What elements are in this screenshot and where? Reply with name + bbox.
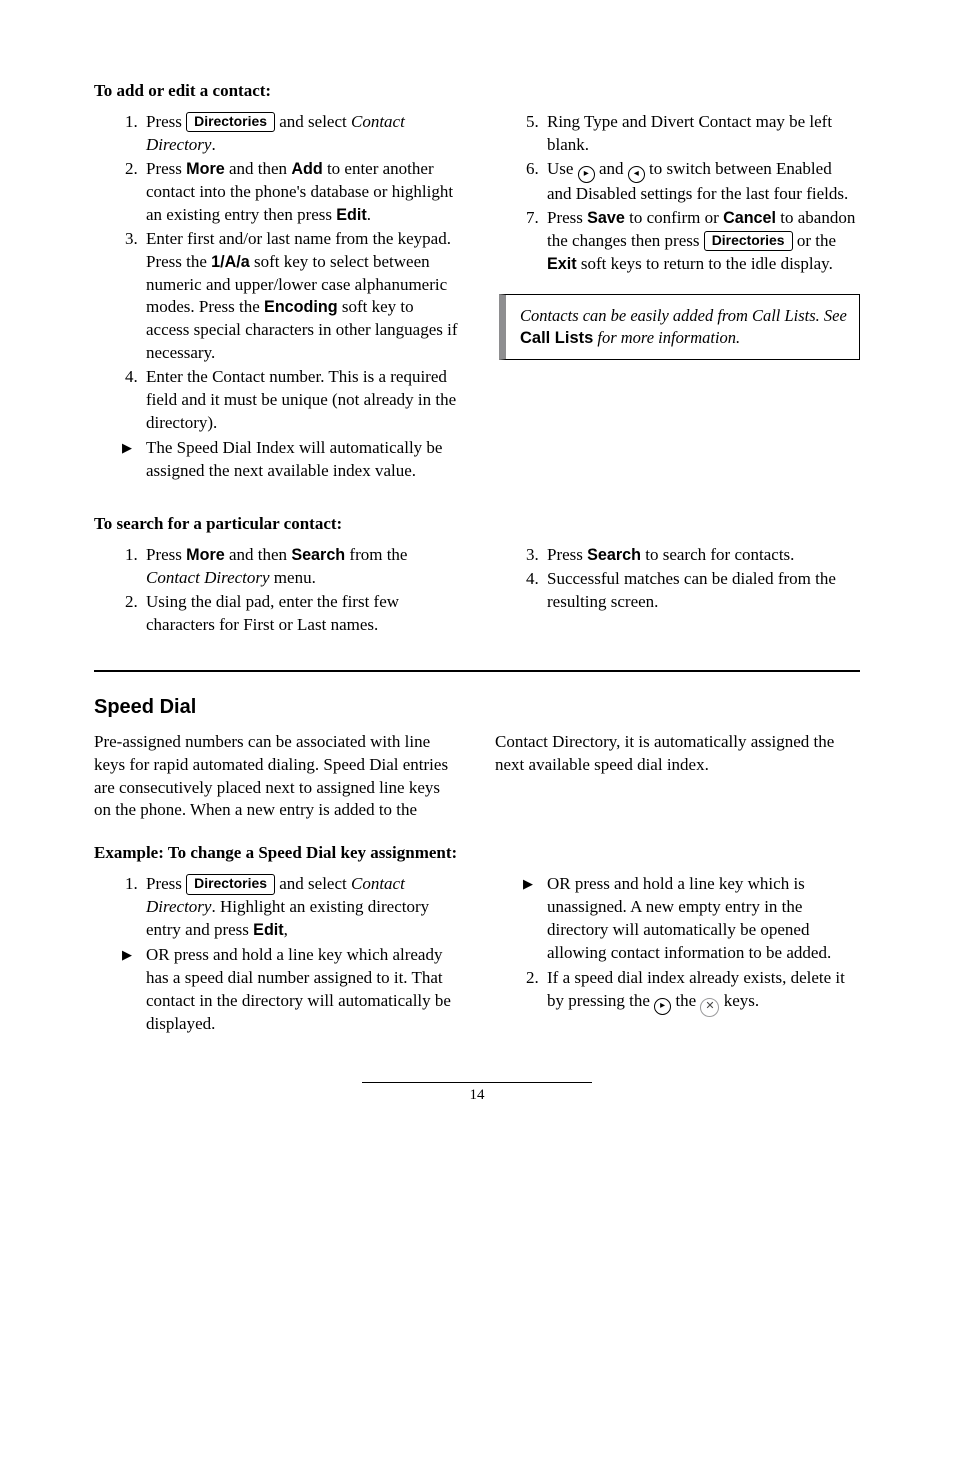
item-1: Press Directories and select Contact Dir…: [142, 111, 459, 157]
t: and select: [275, 112, 351, 131]
more-key: More: [186, 546, 225, 564]
item-7: Press Save to confirm or Cancel to aband…: [543, 207, 860, 276]
t: Use: [547, 159, 578, 178]
t: Press: [146, 112, 186, 131]
left-arrow-icon: ◂: [628, 166, 645, 183]
tip-box: Contacts can be easily added from Call L…: [499, 294, 860, 361]
t: to confirm or: [625, 208, 723, 227]
t: for more information.: [593, 328, 740, 347]
heading-search: To search for a particular contact:: [94, 513, 860, 536]
t: Press: [146, 545, 186, 564]
directories-key: Directories: [186, 112, 275, 132]
t: Press: [146, 874, 186, 893]
t: keys.: [719, 991, 759, 1010]
t: menu.: [270, 568, 316, 587]
t: Contacts can be easily added from Call L…: [520, 306, 847, 325]
search-columns: Press More and then Search from the Cont…: [94, 542, 860, 638]
item-1: Press Directories and select Contact Dir…: [142, 873, 459, 942]
example-left: Press Directories and select Contact Dir…: [94, 871, 459, 1038]
addedit-left: Press Directories and select Contact Dir…: [94, 109, 459, 485]
item-5: Ring Type and Divert Contact may be left…: [543, 111, 860, 157]
right-arrow-icon: ▸: [654, 998, 671, 1015]
item-3: Press Search to search for contacts.: [543, 544, 860, 567]
example-columns: Press Directories and select Contact Dir…: [94, 871, 860, 1038]
search-right-list: Press Search to search for contacts. Suc…: [495, 544, 860, 614]
delete-x-icon: ✕: [700, 998, 719, 1017]
more-key: More: [186, 160, 225, 178]
oneaa-key: 1/A/a: [211, 253, 250, 271]
t: and then: [225, 545, 292, 564]
t: Press: [146, 159, 186, 178]
t: soft keys to return to the idle display.: [577, 254, 833, 273]
directories-key: Directories: [186, 874, 275, 894]
t: from the: [345, 545, 407, 564]
example-left-list: Press Directories and select Contact Dir…: [94, 873, 459, 942]
page-number: 14: [470, 1087, 485, 1103]
directories-key: Directories: [704, 231, 793, 251]
addedit-columns: Press Directories and select Contact Dir…: [94, 109, 860, 485]
call-lists-ref: Call Lists: [520, 329, 593, 347]
search-right: Press Search to search for contacts. Suc…: [495, 542, 860, 638]
item-2: Press More and then Add to enter another…: [142, 158, 459, 227]
heading-add-edit: To add or edit a contact:: [94, 80, 860, 103]
t: ,: [284, 920, 288, 939]
footer-rule: [362, 1082, 592, 1083]
t: and then: [225, 159, 292, 178]
divider: [94, 670, 860, 672]
addedit-right-list: Ring Type and Divert Contact may be left…: [495, 111, 860, 276]
search-left-list: Press More and then Search from the Cont…: [94, 544, 459, 637]
item-4: Enter the Contact number. This is a requ…: [142, 366, 459, 435]
t: .: [367, 205, 371, 224]
t: and select: [275, 874, 351, 893]
speed-right: Contact Directory, it is automatically a…: [495, 731, 860, 823]
search-left: Press More and then Search from the Cont…: [94, 542, 459, 638]
exit-key: Exit: [547, 255, 577, 273]
t: to search for contacts.: [641, 545, 794, 564]
arrow-hold-assigned: OR press and hold a line key which alrea…: [94, 944, 459, 1036]
right-arrow-icon: ▸: [578, 166, 595, 183]
arrow-speeddial-index: The Speed Dial Index will automatically …: [94, 437, 459, 483]
speed-left: Pre-assigned numbers can be associated w…: [94, 731, 459, 823]
search-key: Search: [291, 546, 345, 564]
speed-dial-heading: Speed Dial: [94, 694, 860, 721]
encoding-key: Encoding: [264, 298, 338, 316]
item-3: Enter first and/or last name from the ke…: [142, 228, 459, 366]
t: Press: [547, 208, 587, 227]
arrow-hold-unassigned: OR press and hold a line key which is un…: [495, 873, 860, 965]
addedit-right: Ring Type and Divert Contact may be left…: [495, 109, 860, 485]
search-key: Search: [587, 546, 641, 564]
t: or the: [793, 231, 836, 250]
item-4: Successful matches can be dialed from th…: [543, 568, 860, 614]
t: Contact Directory: [146, 568, 270, 587]
save-key: Save: [587, 209, 625, 227]
cancel-key: Cancel: [723, 209, 776, 227]
t: and: [595, 159, 628, 178]
item-2: If a speed dial index already exists, de…: [543, 967, 860, 1017]
add-key: Add: [291, 160, 322, 178]
item-2: Using the dial pad, enter the first few …: [142, 591, 459, 637]
page-footer: 14: [94, 1082, 860, 1105]
item-6: Use ▸ and ◂ to switch between Enabled an…: [543, 158, 860, 206]
t: .: [211, 135, 215, 154]
t: Press: [547, 545, 587, 564]
example-right: OR press and hold a line key which is un…: [495, 871, 860, 1038]
speed-columns: Pre-assigned numbers can be associated w…: [94, 731, 860, 823]
t: the: [671, 991, 700, 1010]
edit-key: Edit: [336, 206, 366, 224]
heading-example: Example: To change a Speed Dial key assi…: [94, 842, 860, 865]
item-1: Press More and then Search from the Cont…: [142, 544, 459, 590]
example-right-list: If a speed dial index already exists, de…: [495, 967, 860, 1017]
addedit-left-list: Press Directories and select Contact Dir…: [94, 111, 459, 435]
edit-key: Edit: [253, 921, 283, 939]
